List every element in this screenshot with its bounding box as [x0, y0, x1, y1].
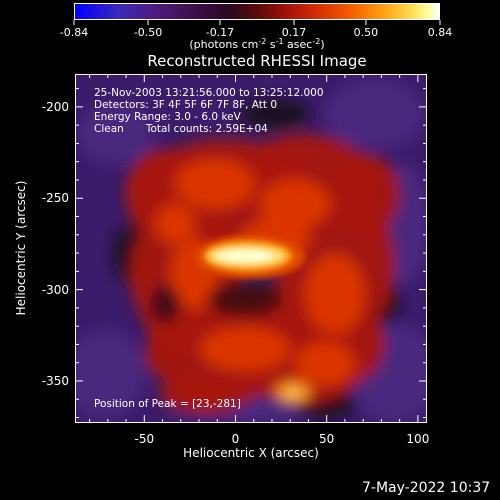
plot-title: Reconstructed RHESSI Image: [147, 52, 367, 70]
x-tick-label: -50: [134, 432, 155, 446]
colorbar-unit: (photons cm-2 s-1 asec-2): [189, 37, 325, 52]
info-method-counts: Clean Total counts: 2.59E+04: [94, 123, 268, 135]
x-tick-label: 0: [231, 432, 240, 446]
intensity-map: [75, 74, 427, 423]
y-axis-label: Heliocentric Y (arcsec): [14, 180, 28, 316]
colorbar-tick-label: 0.84: [427, 26, 453, 39]
x-axis-label: Heliocentric X (arcsec): [183, 446, 319, 460]
rhessi-image[interactable]: [75, 74, 427, 423]
colorbar: [74, 3, 440, 20]
info-detectors: Detectors: 3F 4F 5F 6F 7F 8F, Att 0: [94, 99, 278, 111]
x-tick-label: 100: [406, 432, 430, 446]
colorbar-tick-label: -0.84: [59, 26, 89, 39]
colorbar-ticks: [73, 20, 441, 25]
y-tick-label: -250: [41, 191, 69, 206]
x-tick-label: 50: [319, 432, 335, 446]
info-energy-range: Energy Range: 3.0 - 6.0 keV: [94, 111, 241, 123]
info-method: Clean: [94, 123, 124, 135]
y-tick-label: -300: [41, 282, 69, 297]
colorbar-tick-label: -0.50: [133, 26, 163, 39]
colorbar-tick-label: 0.50: [353, 26, 379, 39]
info-time-range: 25-Nov-2003 13:21:56.000 to 13:25:12.000: [94, 87, 324, 99]
emission-layer: [75, 79, 427, 423]
info-total-counts: Total counts: 2.59E+04: [145, 123, 268, 135]
colorbar-tick-label: -0.17: [205, 26, 235, 39]
peak-source: [195, 235, 305, 279]
colorbar-tick-label: 0.17: [281, 26, 307, 39]
y-tick-label: -350: [41, 373, 69, 388]
y-tick-label: -200: [41, 99, 69, 114]
peak-position: Position of Peak = [23,-281]: [94, 398, 241, 410]
timestamp: 7-May-2022 10:37: [362, 480, 491, 496]
